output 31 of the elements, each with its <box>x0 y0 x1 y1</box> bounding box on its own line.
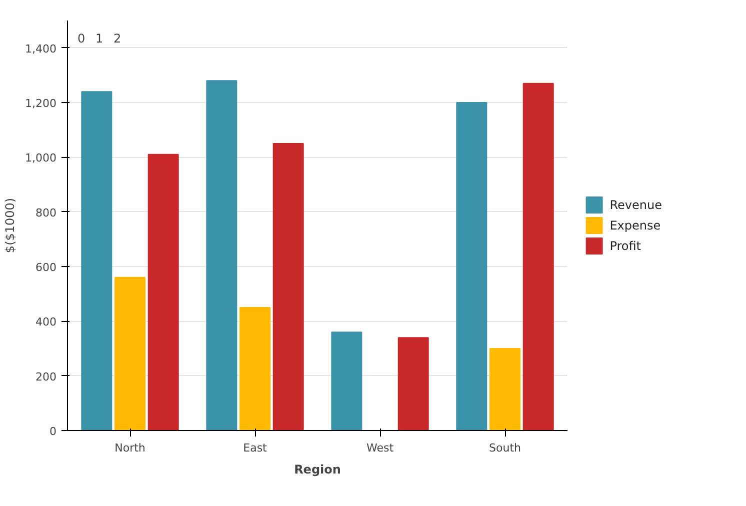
bar <box>240 307 270 430</box>
y-tick-label: 1,400 <box>25 42 57 56</box>
x-tick-label: West <box>366 442 394 454</box>
bar <box>331 332 362 430</box>
annotation: 1 <box>96 32 104 46</box>
bar <box>148 154 179 430</box>
bar <box>81 91 112 430</box>
y-tick-label: 800 <box>36 206 57 220</box>
bar <box>456 102 488 430</box>
x-axis-title: Region <box>294 462 341 476</box>
annotation: 0 <box>78 32 86 46</box>
bar <box>490 348 520 430</box>
legend-label: Revenue <box>610 198 662 212</box>
y-tick-label: 600 <box>36 261 57 274</box>
x-tick-label: East <box>243 442 268 454</box>
x-tick-label: North <box>114 442 146 454</box>
annotation: 2 <box>114 32 122 46</box>
legend-label: Profit <box>610 239 642 253</box>
y-tick-label: 200 <box>36 370 57 384</box>
y-tick-label: 400 <box>36 316 57 329</box>
y-axis-title: $($1000) <box>3 198 18 254</box>
y-tick-label: 0 <box>50 425 56 438</box>
y-tick-label: 1,000 <box>25 152 57 165</box>
bar <box>272 143 304 430</box>
legend-label: Expense <box>610 218 661 232</box>
x-tick-label: South <box>489 442 522 454</box>
bar <box>522 82 554 430</box>
bar <box>114 276 146 430</box>
y-tick-label: 1,200 <box>25 97 57 110</box>
bar <box>398 337 429 430</box>
bar <box>206 80 238 430</box>
